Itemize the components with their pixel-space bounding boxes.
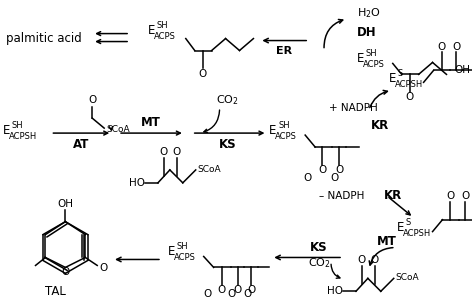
Text: ACPSH: ACPSH: [403, 229, 431, 238]
Text: O: O: [452, 42, 461, 51]
Text: KS: KS: [219, 137, 237, 150]
Text: O: O: [61, 268, 70, 278]
Text: TAL: TAL: [45, 285, 66, 298]
Text: AT: AT: [73, 137, 90, 150]
Text: SCoA: SCoA: [396, 273, 419, 282]
Text: O: O: [303, 173, 311, 183]
Text: KR: KR: [384, 189, 402, 202]
Text: HO: HO: [327, 286, 343, 296]
Text: ACPS: ACPS: [363, 60, 385, 69]
Text: OH: OH: [57, 199, 73, 209]
Text: O: O: [330, 173, 338, 183]
Text: E: E: [357, 52, 365, 65]
Text: – NADPH: – NADPH: [319, 191, 365, 201]
Text: O: O: [228, 289, 236, 299]
Text: SH: SH: [366, 49, 377, 58]
Text: O: O: [203, 289, 212, 299]
Text: O: O: [371, 255, 379, 265]
Text: S: S: [398, 69, 403, 78]
Text: O: O: [233, 285, 242, 295]
Text: O: O: [247, 285, 255, 295]
Text: O: O: [218, 285, 226, 295]
Text: O: O: [243, 289, 252, 299]
Text: E: E: [168, 245, 175, 258]
Text: O: O: [447, 191, 455, 201]
Text: ER: ER: [276, 46, 292, 56]
Text: OH: OH: [455, 65, 470, 75]
Text: O: O: [406, 92, 414, 102]
Text: O: O: [160, 147, 168, 157]
Text: O: O: [199, 69, 207, 79]
Text: E: E: [3, 124, 10, 136]
Text: SH: SH: [278, 121, 290, 130]
Text: ACPS: ACPS: [154, 32, 176, 41]
Text: KS: KS: [310, 241, 328, 254]
Text: MT: MT: [377, 235, 397, 248]
Text: ACPSH: ACPSH: [395, 80, 423, 89]
Text: S: S: [406, 218, 411, 227]
Text: E: E: [148, 24, 155, 37]
Text: O: O: [173, 147, 181, 157]
Text: O: O: [335, 165, 343, 175]
Text: MT: MT: [141, 116, 161, 129]
Text: O: O: [318, 165, 326, 175]
Text: ACPSH: ACPSH: [9, 132, 37, 140]
Text: SCoA: SCoA: [198, 165, 221, 174]
Text: O: O: [438, 42, 446, 51]
Text: E: E: [269, 124, 277, 136]
Text: O: O: [88, 95, 96, 105]
Text: KR: KR: [371, 119, 389, 132]
Text: H$_2$O: H$_2$O: [357, 6, 381, 19]
Text: SH: SH: [177, 242, 189, 251]
Text: CO$_2$: CO$_2$: [308, 257, 330, 270]
Text: E: E: [397, 221, 404, 234]
Text: ACPS: ACPS: [275, 132, 297, 140]
Text: O: O: [461, 191, 470, 201]
Text: HO: HO: [129, 178, 145, 188]
Text: O: O: [99, 264, 107, 273]
Text: SH: SH: [157, 21, 169, 30]
Text: DH: DH: [357, 26, 376, 39]
Text: O: O: [358, 255, 366, 265]
Text: CO$_2$: CO$_2$: [216, 93, 239, 107]
Text: SH: SH: [12, 121, 23, 130]
Text: ACPS: ACPS: [174, 253, 196, 262]
Text: + NADPH: + NADPH: [329, 103, 378, 113]
Text: E: E: [389, 72, 396, 85]
Text: palmitic acid: palmitic acid: [6, 32, 82, 45]
Text: SCoA: SCoA: [106, 125, 130, 134]
